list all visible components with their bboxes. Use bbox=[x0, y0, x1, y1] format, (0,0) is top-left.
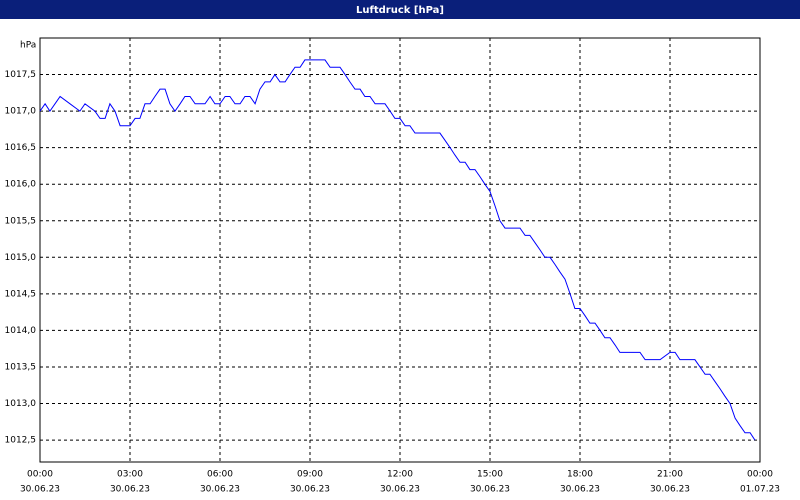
y-tick-label: 1013,0 bbox=[5, 399, 37, 409]
x-tick-date: 30.06.23 bbox=[380, 485, 420, 495]
y-tick-label: 1015,0 bbox=[5, 253, 37, 263]
y-tick-label: 1012,5 bbox=[5, 436, 37, 446]
x-tick-label: 09:00 bbox=[297, 470, 323, 480]
x-tick-date: 30.06.23 bbox=[560, 485, 600, 495]
x-tick-label: 00:00 bbox=[747, 470, 773, 480]
x-tick-date: 01.07.23 bbox=[740, 485, 780, 495]
y-tick-label: 1013,5 bbox=[5, 362, 37, 372]
x-tick-label: 06:00 bbox=[207, 470, 233, 480]
chart-title: Luftdruck [hPa] bbox=[356, 5, 444, 16]
x-tick-date: 30.06.23 bbox=[470, 485, 510, 495]
y-axis-label: hPa bbox=[20, 41, 36, 51]
x-tick-date: 30.06.23 bbox=[200, 485, 240, 495]
x-tick-date: 30.06.23 bbox=[20, 485, 60, 495]
x-tick-label: 03:00 bbox=[117, 470, 143, 480]
x-tick-label: 12:00 bbox=[387, 470, 413, 480]
y-tick-label: 1015,5 bbox=[5, 216, 37, 226]
x-tick-date: 30.06.23 bbox=[110, 485, 150, 495]
y-tick-label: 1014,0 bbox=[5, 326, 37, 336]
line-series bbox=[39, 59, 756, 441]
title-bar bbox=[0, 0, 800, 19]
y-tick-label: 1014,5 bbox=[5, 289, 37, 299]
x-tick-date: 30.06.23 bbox=[290, 485, 330, 495]
x-tick-label: 15:00 bbox=[477, 470, 503, 480]
x-tick-label: 21:00 bbox=[657, 470, 683, 480]
y-tick-label: 1016,0 bbox=[5, 180, 37, 190]
y-tick-label: 1017,0 bbox=[5, 107, 37, 117]
x-tick-date: 30.06.23 bbox=[650, 485, 690, 495]
x-tick-label: 00:00 bbox=[27, 470, 53, 480]
x-tick-label: 18:00 bbox=[567, 470, 593, 480]
y-tick-label: 1017,5 bbox=[5, 70, 37, 80]
y-tick-label: 1016,5 bbox=[5, 143, 37, 153]
